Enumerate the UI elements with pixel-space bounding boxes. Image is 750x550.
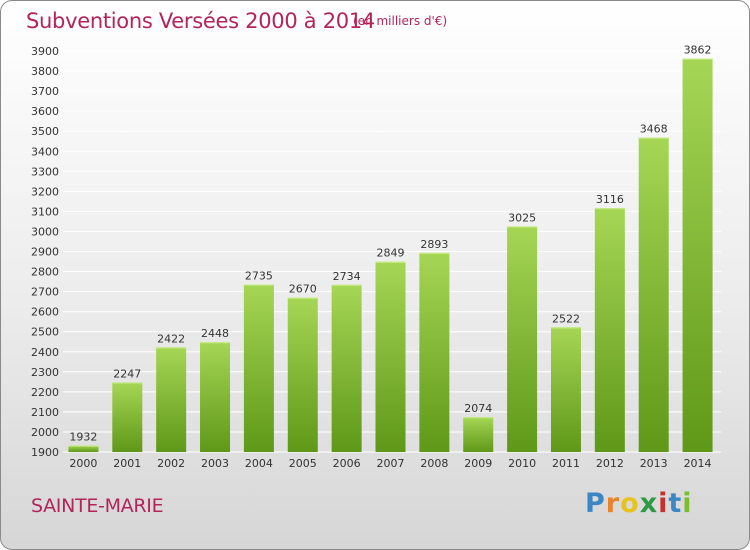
bar	[594, 208, 625, 452]
y-tick-label: 2100	[31, 406, 59, 419]
data-labels: 1932 2247 2422 2448 2735 2670 2734 2849 2893 2074…	[69, 44, 711, 444]
data-label: 3862	[684, 44, 712, 57]
x-tick-label: 2013	[640, 457, 668, 470]
y-tick-label: 3700	[31, 85, 59, 98]
x-tick-label: 2002	[157, 457, 185, 470]
data-label: 2893	[420, 238, 448, 251]
y-tick-label: 2300	[31, 366, 59, 379]
bar	[331, 284, 362, 452]
x-axis-tick-labels: 2000 2001 2002 2003 2004 2005 2006 2007 2008 2009…	[69, 457, 711, 470]
logo-letter: o	[620, 488, 640, 519]
data-label: 2422	[157, 332, 185, 345]
data-label: 3116	[596, 193, 624, 206]
x-tick-label: 2004	[245, 457, 273, 470]
x-tick-label: 2003	[201, 457, 229, 470]
x-tick-label: 2001	[113, 457, 141, 470]
y-tick-label: 3100	[31, 205, 59, 218]
y-tick-label: 3200	[31, 185, 59, 198]
x-tick-label: 2009	[464, 457, 492, 470]
bar	[243, 284, 274, 452]
y-axis-tick-labels: 1900 2000 2100 2200 2300 2400 2500 2600 2700 2800…	[31, 45, 59, 459]
y-tick-label: 3500	[31, 125, 59, 138]
logo-letter: i	[682, 488, 693, 519]
logo-letter: x	[639, 488, 659, 519]
y-tick-label: 2500	[31, 326, 59, 339]
data-label: 2522	[552, 312, 580, 325]
data-label: 2849	[377, 247, 405, 260]
y-tick-label: 2200	[31, 386, 59, 399]
y-tick-label: 2700	[31, 286, 59, 299]
logo-letter: P	[585, 488, 606, 519]
y-tick-label: 2400	[31, 346, 59, 359]
bar	[638, 137, 669, 452]
bar	[156, 347, 187, 452]
bar	[200, 342, 231, 452]
bar	[419, 252, 450, 452]
y-tick-label: 3600	[31, 105, 59, 118]
logo-letter: i	[658, 488, 669, 519]
bar	[550, 327, 581, 452]
y-tick-label: 2600	[31, 306, 59, 319]
proxiti-logo: Proxiti	[585, 488, 693, 519]
y-tick-label: 3800	[31, 65, 59, 78]
y-tick-label: 2000	[31, 426, 59, 439]
bar	[507, 226, 538, 452]
x-tick-label: 2006	[333, 457, 361, 470]
x-tick-label: 2012	[596, 457, 624, 470]
data-label: 2074	[464, 402, 492, 415]
logo-letter: t	[668, 488, 683, 519]
data-label: 3025	[508, 211, 536, 224]
data-label: 2670	[289, 283, 317, 296]
y-tick-label: 3400	[31, 145, 59, 158]
y-tick-label: 1900	[31, 446, 59, 459]
bars	[68, 58, 713, 453]
y-tick-label: 3900	[31, 45, 59, 58]
x-tick-label: 2008	[420, 457, 448, 470]
x-tick-label: 2005	[289, 457, 317, 470]
data-label: 2734	[333, 270, 361, 283]
bar	[112, 382, 143, 452]
data-label: 2247	[113, 367, 141, 380]
data-label: 3468	[640, 123, 668, 136]
data-label: 1932	[69, 431, 97, 444]
chart-title: Subventions Versées 2000 à 2014	[26, 9, 375, 33]
x-tick-label: 2000	[69, 457, 97, 470]
chart-subtitle: (en milliers d'€)	[353, 14, 448, 28]
data-label: 2448	[201, 327, 229, 340]
bar	[68, 445, 99, 452]
y-tick-label: 2800	[31, 266, 59, 279]
x-tick-label: 2011	[552, 457, 580, 470]
bar	[287, 297, 318, 452]
x-tick-label: 2007	[377, 457, 405, 470]
y-tick-label: 3000	[31, 225, 59, 238]
bar	[375, 261, 406, 452]
logo-letter: r	[605, 488, 621, 519]
x-tick-label: 2010	[508, 457, 536, 470]
data-label: 2735	[245, 270, 273, 283]
x-tick-label: 2014	[684, 457, 712, 470]
bar	[463, 417, 494, 452]
bar	[682, 58, 713, 453]
y-tick-label: 2900	[31, 246, 59, 259]
y-tick-label: 3300	[31, 165, 59, 178]
location-name: SAINTE-MARIE	[31, 495, 164, 517]
